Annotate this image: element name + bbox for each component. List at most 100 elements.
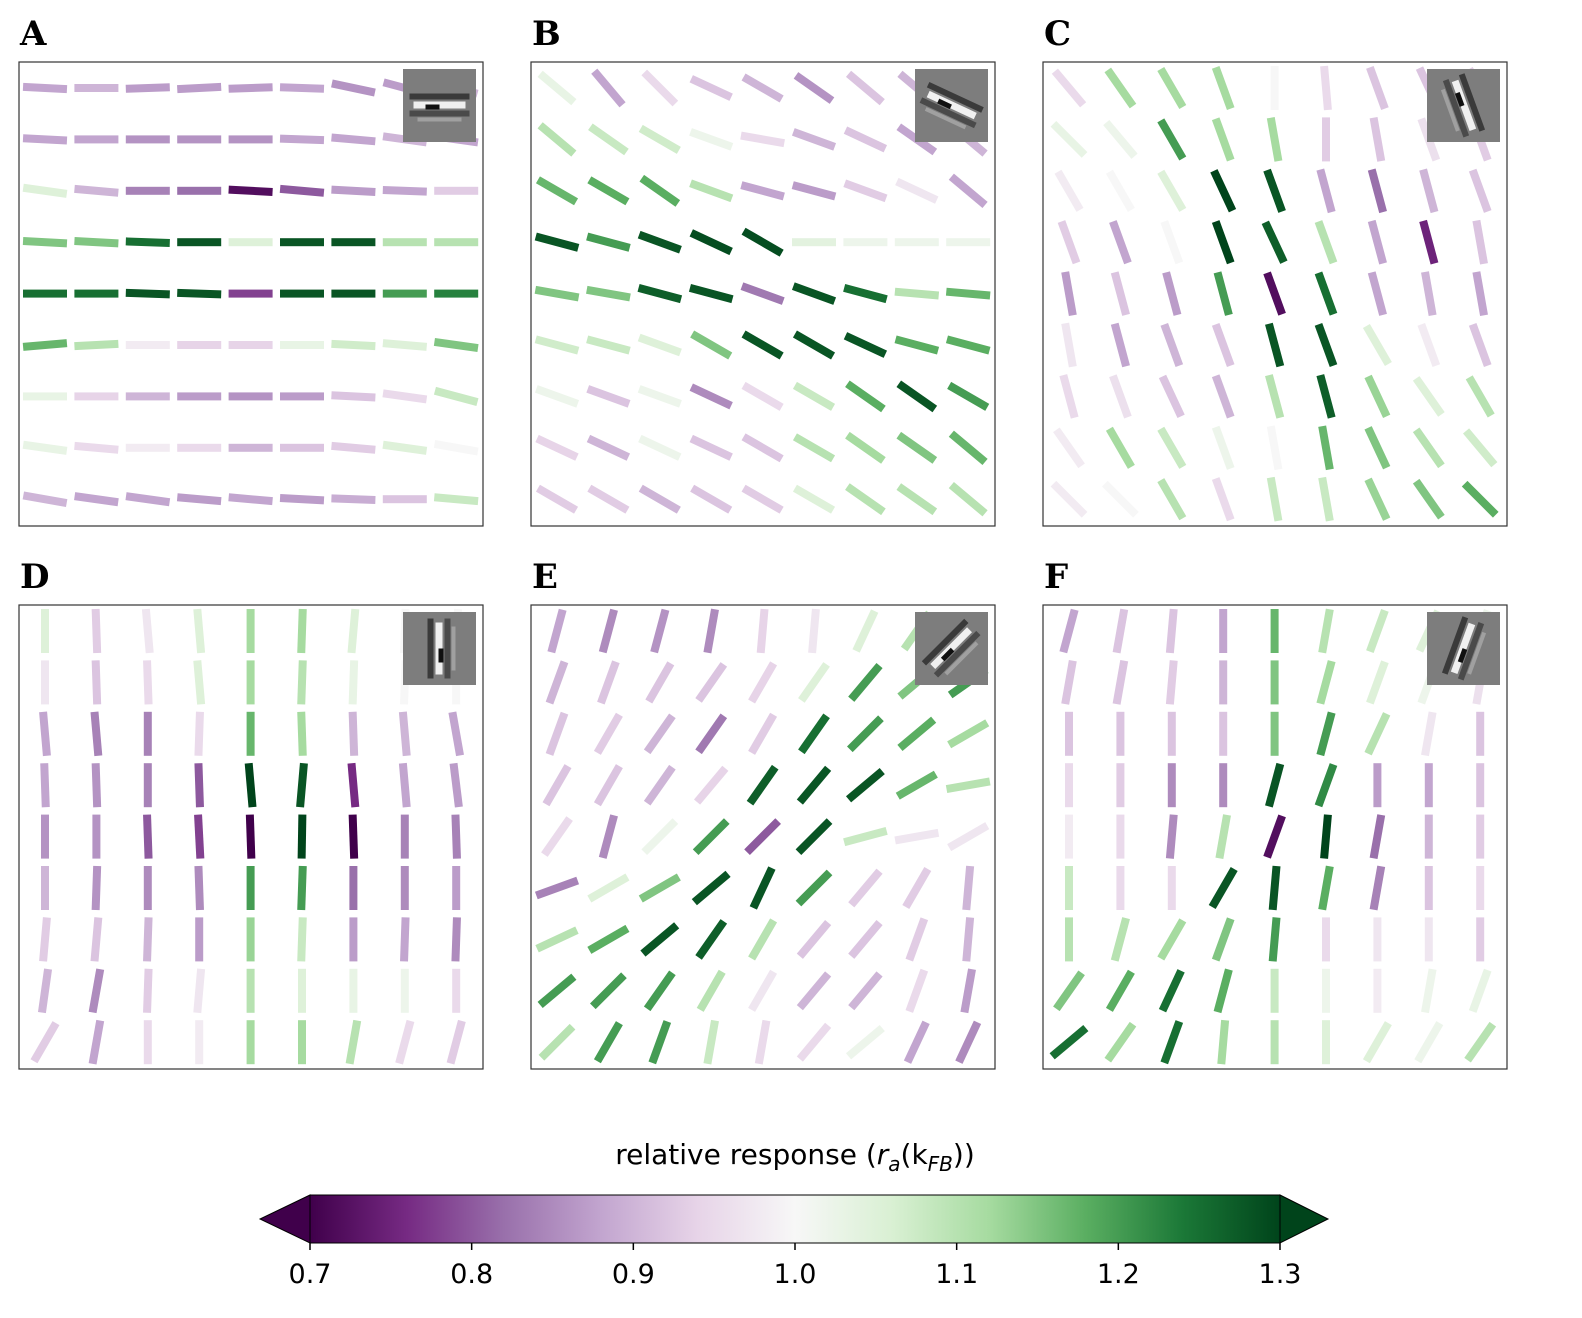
orientation-bar (537, 973, 577, 1009)
orientation-bar (741, 330, 784, 360)
orientation-bar (598, 608, 618, 654)
orientation-bar (228, 493, 273, 506)
orientation-bar (638, 124, 681, 154)
orientation-bar (280, 238, 324, 247)
panel-f: F (1042, 557, 1508, 1070)
orientation-bar (1065, 763, 1073, 808)
orientation-bar (382, 289, 427, 298)
orientation-bar (902, 866, 932, 910)
orientation-bar (1105, 169, 1135, 212)
orientation-bar (643, 970, 676, 1012)
orientation-bar (637, 333, 682, 357)
orientation-bar (40, 763, 50, 808)
orientation-bar (1369, 117, 1386, 162)
panel-c: C (1042, 14, 1508, 527)
orientation-bar (349, 968, 358, 1013)
orientation-bar (792, 381, 836, 411)
orientation-bar (905, 917, 929, 962)
orientation-bar (1373, 968, 1382, 1013)
orientation-bar (1322, 917, 1330, 962)
orientation-bar (744, 818, 781, 855)
orientation-bar (648, 1020, 672, 1065)
orientation-bar (1366, 65, 1389, 111)
orientation-bar (1461, 480, 1499, 518)
orientation-bar (1210, 169, 1237, 213)
orientation-bar (348, 814, 359, 859)
orientation-bar (1419, 219, 1439, 265)
orientation-bar (1053, 427, 1085, 469)
orientation-bar (746, 764, 779, 806)
orientation-bar (848, 662, 883, 702)
orientation-bar (74, 84, 119, 92)
orientation-bar (948, 430, 988, 466)
orientation-bar (896, 431, 938, 464)
orientation-bar (280, 289, 324, 298)
orientation-bar (947, 381, 990, 411)
orientation-bar (347, 762, 360, 808)
orientation-bar (691, 870, 731, 906)
orientation-bar (41, 609, 49, 653)
orientation-bar (1373, 763, 1382, 808)
orientation-bar (795, 818, 833, 855)
orientation-bar (1424, 917, 1433, 962)
orientation-bar (896, 483, 938, 516)
orientation-bar (22, 82, 68, 94)
orientation-bar (228, 238, 273, 247)
panel-d: D (18, 557, 484, 1070)
orientation-bar (125, 392, 170, 401)
orientation-bar (296, 762, 308, 808)
orientation-bar (1369, 865, 1386, 911)
colorbar-tick-label: 0.9 (612, 1259, 655, 1290)
colorbar-extend-low (258, 1194, 311, 1244)
orientation-bar (1263, 168, 1286, 213)
orientation-bar (696, 969, 726, 1012)
panel-label: D (20, 557, 49, 597)
orientation-bar (331, 441, 376, 454)
orientation-bar (748, 918, 778, 961)
orientation-bar (1316, 711, 1336, 757)
orientation-bar (689, 434, 733, 461)
orientation-bar (1054, 169, 1084, 212)
orientation-bar (796, 971, 832, 1011)
orientation-bar (688, 284, 734, 304)
orientation-bar (246, 1020, 255, 1065)
orientation-bar (587, 484, 630, 514)
orientation-bar (1160, 220, 1184, 265)
orientation-bar (143, 660, 153, 705)
orientation-bar (1265, 322, 1285, 368)
orientation-bar (962, 917, 975, 962)
orientation-bar (541, 816, 573, 857)
orientation-bar (30, 1021, 60, 1064)
orientation-bar (177, 288, 222, 299)
orientation-bar (1162, 271, 1182, 316)
orientation-bar (1419, 168, 1439, 214)
orientation-bar (433, 386, 479, 406)
orientation-bar (348, 711, 359, 756)
orientation-bar (586, 434, 631, 461)
orientation-bar (534, 876, 580, 900)
orientation-bar (382, 495, 427, 504)
orientation-bar (1116, 866, 1125, 910)
orientation-bar (894, 287, 940, 300)
orientation-bar (791, 181, 837, 201)
orientation-bar (244, 762, 257, 808)
orientation-bar (37, 968, 53, 1014)
bar-grid (534, 68, 991, 517)
filter-inset (915, 69, 988, 142)
orientation-bar (593, 1021, 623, 1064)
orientation-bar (1057, 220, 1081, 265)
orientation-bar (1316, 168, 1336, 214)
orientation-bar (535, 484, 579, 514)
orientation-bar (1112, 608, 1129, 654)
orientation-bar (1065, 917, 1073, 962)
orientation-bar (597, 660, 620, 705)
orientation-bar (537, 122, 577, 157)
orientation-bar (693, 765, 729, 805)
orientation-bar (640, 922, 680, 957)
orientation-bar (347, 608, 360, 654)
orientation-bar (143, 711, 152, 756)
orientation-bar (1160, 322, 1184, 368)
orientation-bar (538, 1023, 576, 1061)
orientation-bar (74, 237, 119, 248)
orientation-bar (586, 335, 631, 355)
